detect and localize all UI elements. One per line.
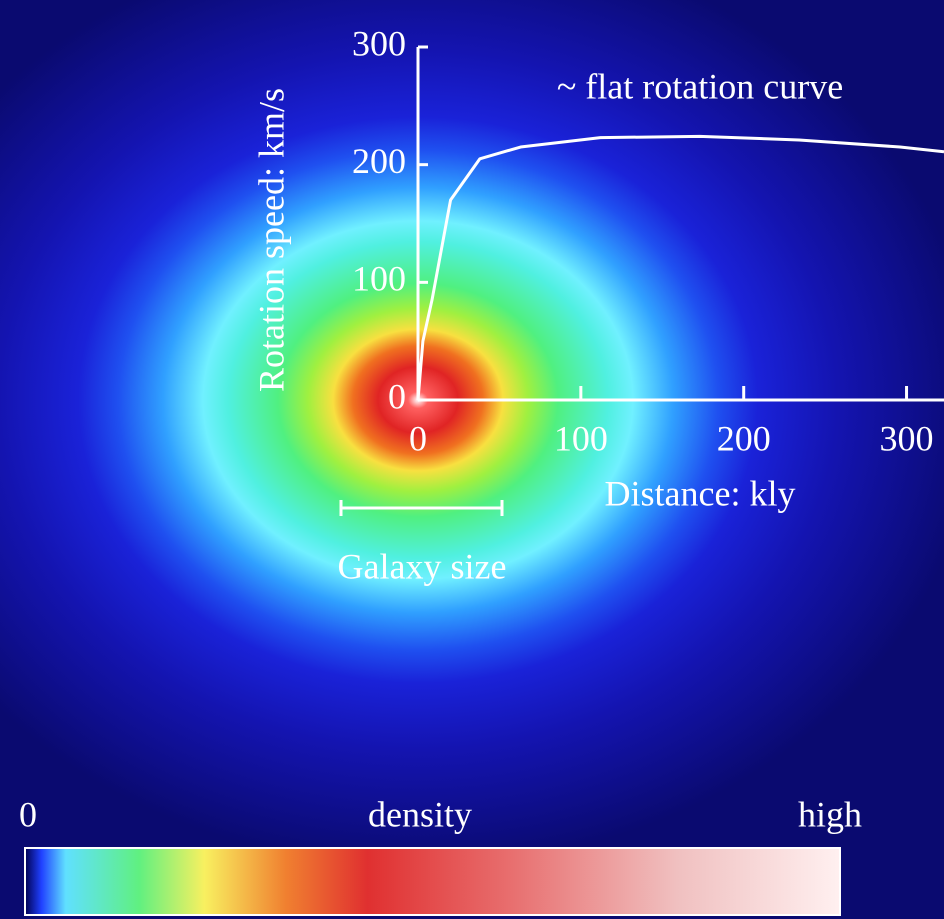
x-tick-label: 200 [717,418,771,458]
colorbar-label: density [368,794,472,834]
y-tick-label: 0 [388,376,406,416]
x-tick-label: 300 [880,418,934,458]
colorbar [24,847,841,916]
colorbar-label: high [798,794,862,834]
y-axis-label: Rotation speed: km/s [251,88,291,392]
colorbar-label: 0 [19,794,37,834]
x-axis-label: Distance: kly [605,473,796,513]
annotation: ~ flat rotation curve [557,66,843,106]
y-tick-label: 100 [352,259,406,299]
x-tick-label: 100 [554,418,608,458]
y-tick-label: 300 [352,23,406,63]
x-tick-label: 0 [409,418,427,458]
rotation-curve [416,134,944,401]
y-tick-label: 200 [352,141,406,181]
scale-bar-label: Galaxy size [338,546,507,586]
